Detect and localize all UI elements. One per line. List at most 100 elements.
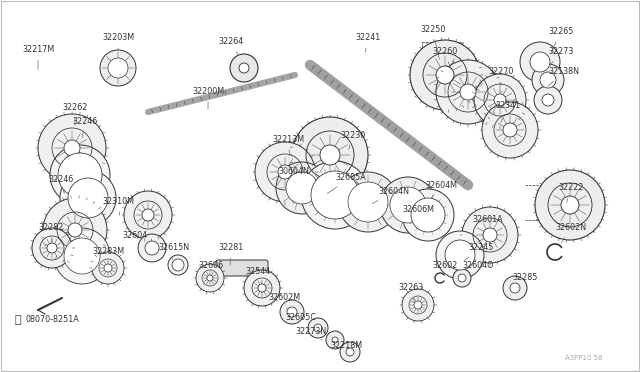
Text: 32615N: 32615N bbox=[158, 244, 189, 259]
Text: 32222: 32222 bbox=[558, 183, 584, 202]
Circle shape bbox=[68, 178, 108, 218]
Circle shape bbox=[411, 198, 445, 232]
Circle shape bbox=[278, 165, 292, 179]
Text: 32241: 32241 bbox=[355, 33, 380, 52]
Circle shape bbox=[414, 301, 422, 309]
Circle shape bbox=[138, 234, 166, 262]
Text: 32200M: 32200M bbox=[192, 87, 224, 109]
Circle shape bbox=[458, 274, 466, 282]
Circle shape bbox=[258, 284, 266, 292]
Text: 32270: 32270 bbox=[488, 67, 513, 85]
Text: 32246: 32246 bbox=[72, 118, 97, 137]
Text: 32217M: 32217M bbox=[22, 45, 54, 69]
Text: 32602N: 32602N bbox=[555, 224, 586, 243]
Circle shape bbox=[503, 276, 527, 300]
Circle shape bbox=[142, 209, 154, 221]
Circle shape bbox=[462, 207, 518, 263]
Text: 32246: 32246 bbox=[48, 176, 73, 193]
Circle shape bbox=[47, 243, 57, 253]
Circle shape bbox=[244, 270, 280, 306]
Circle shape bbox=[172, 259, 184, 271]
Circle shape bbox=[64, 238, 100, 274]
Circle shape bbox=[540, 72, 556, 88]
Circle shape bbox=[445, 240, 475, 270]
Circle shape bbox=[239, 63, 249, 73]
Text: 32203M: 32203M bbox=[102, 33, 134, 49]
Circle shape bbox=[340, 342, 360, 362]
Circle shape bbox=[54, 228, 110, 284]
Text: 32260: 32260 bbox=[432, 48, 457, 70]
Circle shape bbox=[483, 228, 497, 242]
Text: 32310M: 32310M bbox=[102, 198, 134, 215]
Circle shape bbox=[287, 307, 297, 317]
Circle shape bbox=[286, 172, 318, 204]
Circle shape bbox=[308, 318, 328, 338]
Circle shape bbox=[542, 94, 554, 106]
Circle shape bbox=[100, 50, 136, 86]
Text: 32230: 32230 bbox=[340, 131, 365, 149]
Text: 32341: 32341 bbox=[495, 100, 520, 122]
Circle shape bbox=[196, 264, 224, 292]
Circle shape bbox=[402, 289, 434, 321]
Circle shape bbox=[482, 102, 538, 158]
Text: 32245: 32245 bbox=[464, 244, 493, 260]
Text: 32604M: 32604M bbox=[425, 180, 457, 198]
Circle shape bbox=[436, 231, 484, 279]
FancyBboxPatch shape bbox=[216, 260, 268, 276]
Text: 32213M: 32213M bbox=[272, 135, 304, 155]
Circle shape bbox=[311, 171, 359, 219]
Circle shape bbox=[314, 324, 322, 332]
Circle shape bbox=[561, 196, 579, 214]
Circle shape bbox=[92, 252, 124, 284]
Circle shape bbox=[168, 255, 188, 275]
Text: 08070-8251A: 08070-8251A bbox=[26, 315, 80, 324]
Text: 32606M: 32606M bbox=[402, 205, 434, 222]
Circle shape bbox=[207, 275, 213, 281]
Circle shape bbox=[494, 94, 506, 106]
Text: 32265: 32265 bbox=[548, 28, 573, 52]
Circle shape bbox=[460, 84, 476, 100]
Text: 32602: 32602 bbox=[432, 260, 457, 275]
Text: 32250: 32250 bbox=[420, 26, 445, 59]
Circle shape bbox=[338, 172, 398, 232]
Circle shape bbox=[50, 145, 110, 205]
Circle shape bbox=[320, 145, 340, 165]
Text: 32262: 32262 bbox=[62, 103, 88, 125]
Circle shape bbox=[474, 74, 526, 126]
Circle shape bbox=[58, 153, 102, 197]
Text: 30604N: 30604N bbox=[278, 167, 309, 182]
Circle shape bbox=[520, 42, 560, 82]
Circle shape bbox=[64, 140, 80, 156]
Text: 32601A: 32601A bbox=[472, 215, 502, 235]
Text: 32281: 32281 bbox=[218, 244, 243, 265]
Text: 32606: 32606 bbox=[198, 260, 223, 275]
Circle shape bbox=[32, 228, 72, 268]
Circle shape bbox=[104, 264, 112, 272]
Circle shape bbox=[532, 64, 564, 96]
Circle shape bbox=[43, 198, 107, 262]
Circle shape bbox=[280, 300, 304, 324]
Circle shape bbox=[390, 187, 426, 223]
Text: 32263: 32263 bbox=[398, 283, 423, 302]
Text: 32273: 32273 bbox=[548, 48, 573, 66]
Circle shape bbox=[68, 223, 82, 237]
Circle shape bbox=[410, 40, 480, 110]
Circle shape bbox=[346, 348, 354, 356]
Circle shape bbox=[380, 177, 436, 233]
Circle shape bbox=[348, 182, 388, 222]
Circle shape bbox=[510, 283, 520, 293]
Text: 32283M: 32283M bbox=[92, 247, 124, 262]
Circle shape bbox=[145, 241, 159, 255]
Text: Ⓑ: Ⓑ bbox=[15, 315, 21, 325]
Text: 32604: 32604 bbox=[122, 231, 147, 246]
Circle shape bbox=[332, 337, 338, 343]
Circle shape bbox=[535, 170, 605, 240]
Text: 32218M: 32218M bbox=[330, 340, 362, 350]
Circle shape bbox=[436, 66, 454, 84]
Circle shape bbox=[230, 54, 258, 82]
Text: 32282: 32282 bbox=[38, 224, 63, 242]
Text: 32264: 32264 bbox=[218, 38, 243, 55]
Text: A3PP10 58: A3PP10 58 bbox=[565, 355, 603, 361]
Text: 32605C: 32605C bbox=[285, 314, 316, 328]
Text: 32138N: 32138N bbox=[548, 67, 579, 86]
